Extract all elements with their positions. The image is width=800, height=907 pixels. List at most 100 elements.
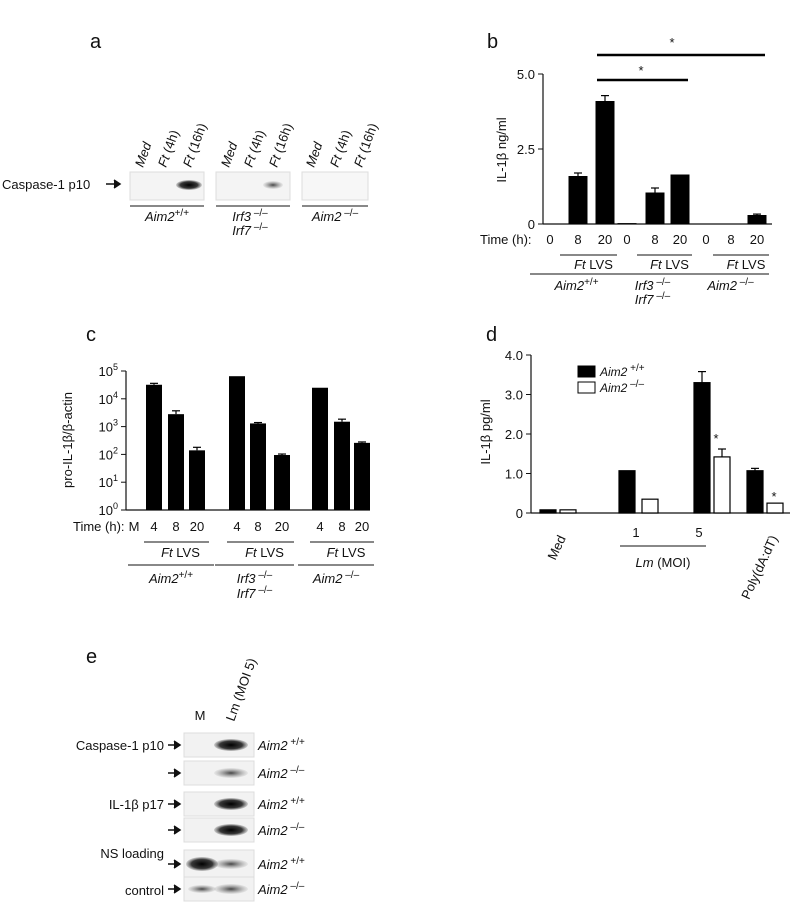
tick-exponent: 5 (113, 362, 118, 372)
bar (229, 376, 245, 510)
significance-star: * (771, 489, 776, 504)
legend-superscript: –/– (627, 379, 644, 390)
genotype-name: Aim2 (257, 766, 288, 781)
panel-a-label: a (90, 31, 102, 53)
legend-swatch (577, 381, 596, 394)
y-tick-label: 5.0 (517, 67, 535, 82)
genotype-label: Aim2 –/– (311, 208, 359, 224)
treatment-label: Ft LVS (574, 257, 613, 272)
genotype-label: Aim2 –/– (257, 881, 305, 897)
category-label: Poly(dA:dT) (738, 533, 781, 602)
genotype-superscript: –/– (251, 222, 268, 233)
genotype-label: Aim2 –/– (312, 570, 360, 586)
lane-label-prefix: Lm (223, 698, 245, 723)
blot-band (214, 798, 248, 810)
category-label: 5 (695, 525, 702, 540)
time-tick-label: 8 (338, 519, 345, 534)
arrow-icon (168, 799, 182, 809)
panel-d-label: d (486, 324, 497, 346)
y-tick-label: 2.0 (505, 427, 523, 442)
row-label: IL-1β p17 (109, 797, 164, 812)
group-label-italic: Lm (636, 555, 654, 570)
caspase-row-label: Caspase-1 p10 (2, 177, 90, 192)
y-tick-label: 102 (99, 445, 118, 462)
y-tick-label: 3.0 (505, 388, 523, 403)
tick-exponent: 4 (113, 390, 118, 400)
lane-label: Med (218, 139, 241, 169)
panel-d: d 01.02.03.04.0IL-1β pg/ml **Aim2 +/+Aim2… (478, 324, 790, 601)
lane-label: Med (132, 139, 155, 169)
time-tick-label: 20 (673, 232, 687, 247)
y-tick-label: 105 (99, 362, 118, 379)
genotype-label: Irf7 –/– (237, 585, 273, 601)
category-label: 1 (632, 525, 639, 540)
panel-a: a Med Ft (4h)Ft (16h) Med Ft (4h)Ft (16h) Me… (2, 31, 380, 238)
lane-label: Ft (16h) (180, 121, 210, 169)
blot-band (214, 768, 248, 778)
tick-exponent: 0 (113, 501, 118, 511)
treatment-italic: Ft (327, 545, 342, 560)
time-tick-label: M (129, 519, 140, 534)
genotype-label: Aim2 +/+ (257, 796, 305, 812)
bar (539, 509, 557, 514)
treatment-suffix: LVS (176, 545, 200, 560)
treatment-label: Ft LVS (650, 257, 689, 272)
genotype-superscript: –/– (288, 881, 305, 892)
y-axis-label: IL-1β ng/ml (494, 117, 509, 182)
legend-swatch (577, 365, 596, 378)
arrow-icon (106, 179, 122, 189)
panel-e-label: e (86, 646, 97, 668)
legend-superscript: +/+ (627, 363, 644, 374)
treatment-italic: Ft (727, 257, 742, 272)
tick-exponent: 3 (113, 418, 118, 428)
genotype-superscript: –/– (251, 208, 268, 219)
time-tick-label: 8 (651, 232, 658, 247)
panel-c: c 100101102103104105pro-IL-1β/β-actinTim… (60, 324, 374, 601)
panel-a-lane-labels: Med Ft (4h)Ft (16h) Med Ft (4h)Ft (16h) Med F… (132, 121, 381, 169)
genotype-name: Irf7 (232, 223, 252, 238)
time-tick-label: 4 (316, 519, 323, 534)
arrow-icon (168, 768, 182, 778)
genotype-superscript: –/– (654, 291, 671, 302)
blot-band (214, 824, 248, 836)
row-label: NS loading (100, 846, 164, 861)
treatment-label: Ft LVS (161, 545, 200, 560)
lane-label-italic: Med (218, 139, 241, 169)
treatment-italic: Ft (161, 545, 176, 560)
genotype-superscript: +/+ (288, 796, 305, 807)
treatment-label: Ft LVS (727, 257, 766, 272)
arrow-icon (168, 740, 182, 750)
time-tick-label: 0 (546, 232, 553, 247)
panel-b-label: b (487, 31, 498, 53)
legend-label: Aim2 +/+ (599, 363, 645, 379)
genotype-label: Aim2 –/– (257, 822, 305, 838)
bar (312, 387, 328, 510)
panel-c-label: c (86, 324, 96, 346)
time-tick-label: 8 (727, 232, 734, 247)
genotype-name: Aim2 (144, 209, 175, 224)
bar (334, 421, 350, 510)
genotype-label: Aim2+/+ (144, 208, 189, 224)
genotype-label: Aim2 +/+ (257, 737, 305, 753)
bar (670, 174, 690, 224)
time-tick-label: 8 (574, 232, 581, 247)
treatment-italic: Ft (574, 257, 589, 272)
genotype-superscript: –/– (737, 277, 754, 288)
bar (146, 384, 162, 510)
legend-label: Aim2 –/– (599, 379, 644, 395)
genotype-name: Irf7 (635, 292, 655, 307)
lane-label-italic: Med (132, 139, 155, 169)
time-tick-label: 8 (172, 519, 179, 534)
lane-label-suffix: (16h) (184, 121, 210, 158)
time-tick-label: 20 (275, 519, 289, 534)
y-tick-label: 104 (99, 390, 118, 407)
genotype-superscript: +/+ (584, 277, 599, 288)
bar (250, 423, 266, 510)
y-tick-label: 101 (99, 473, 118, 490)
arrow-icon (168, 859, 182, 869)
genotype-label: Aim2+/+ (148, 570, 193, 586)
treatment-suffix: LVS (665, 257, 689, 272)
panel-e: e M Lm (MOI 5)Caspase-1 p10 Aim2 +/+Aim2 –… (76, 646, 305, 902)
